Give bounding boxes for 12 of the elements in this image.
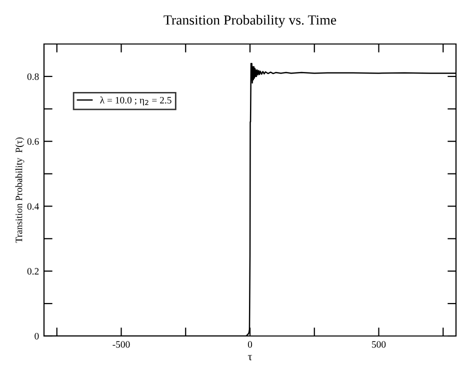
y-axis-title: Transition Probability P(τ) (15, 137, 24, 243)
y-tick-label: 0.6 (27, 138, 39, 145)
x-tick-label: 500 (372, 341, 386, 348)
chart-title: Transition Probability vs. Time (164, 14, 336, 28)
y-tick-label: 0.4 (27, 203, 39, 210)
y-tick-label: 0 (34, 332, 39, 340)
legend-label: λ = 10.0 ; η$_{2}$ = 2.5 (100, 96, 172, 106)
y-tick-label: 0.2 (27, 268, 39, 275)
x-tick-label: 0 (248, 341, 252, 348)
y-tick-label: 0.8 (27, 73, 39, 80)
x-axis-title: τ (248, 355, 252, 360)
x-tick-label: -500 (112, 341, 130, 348)
